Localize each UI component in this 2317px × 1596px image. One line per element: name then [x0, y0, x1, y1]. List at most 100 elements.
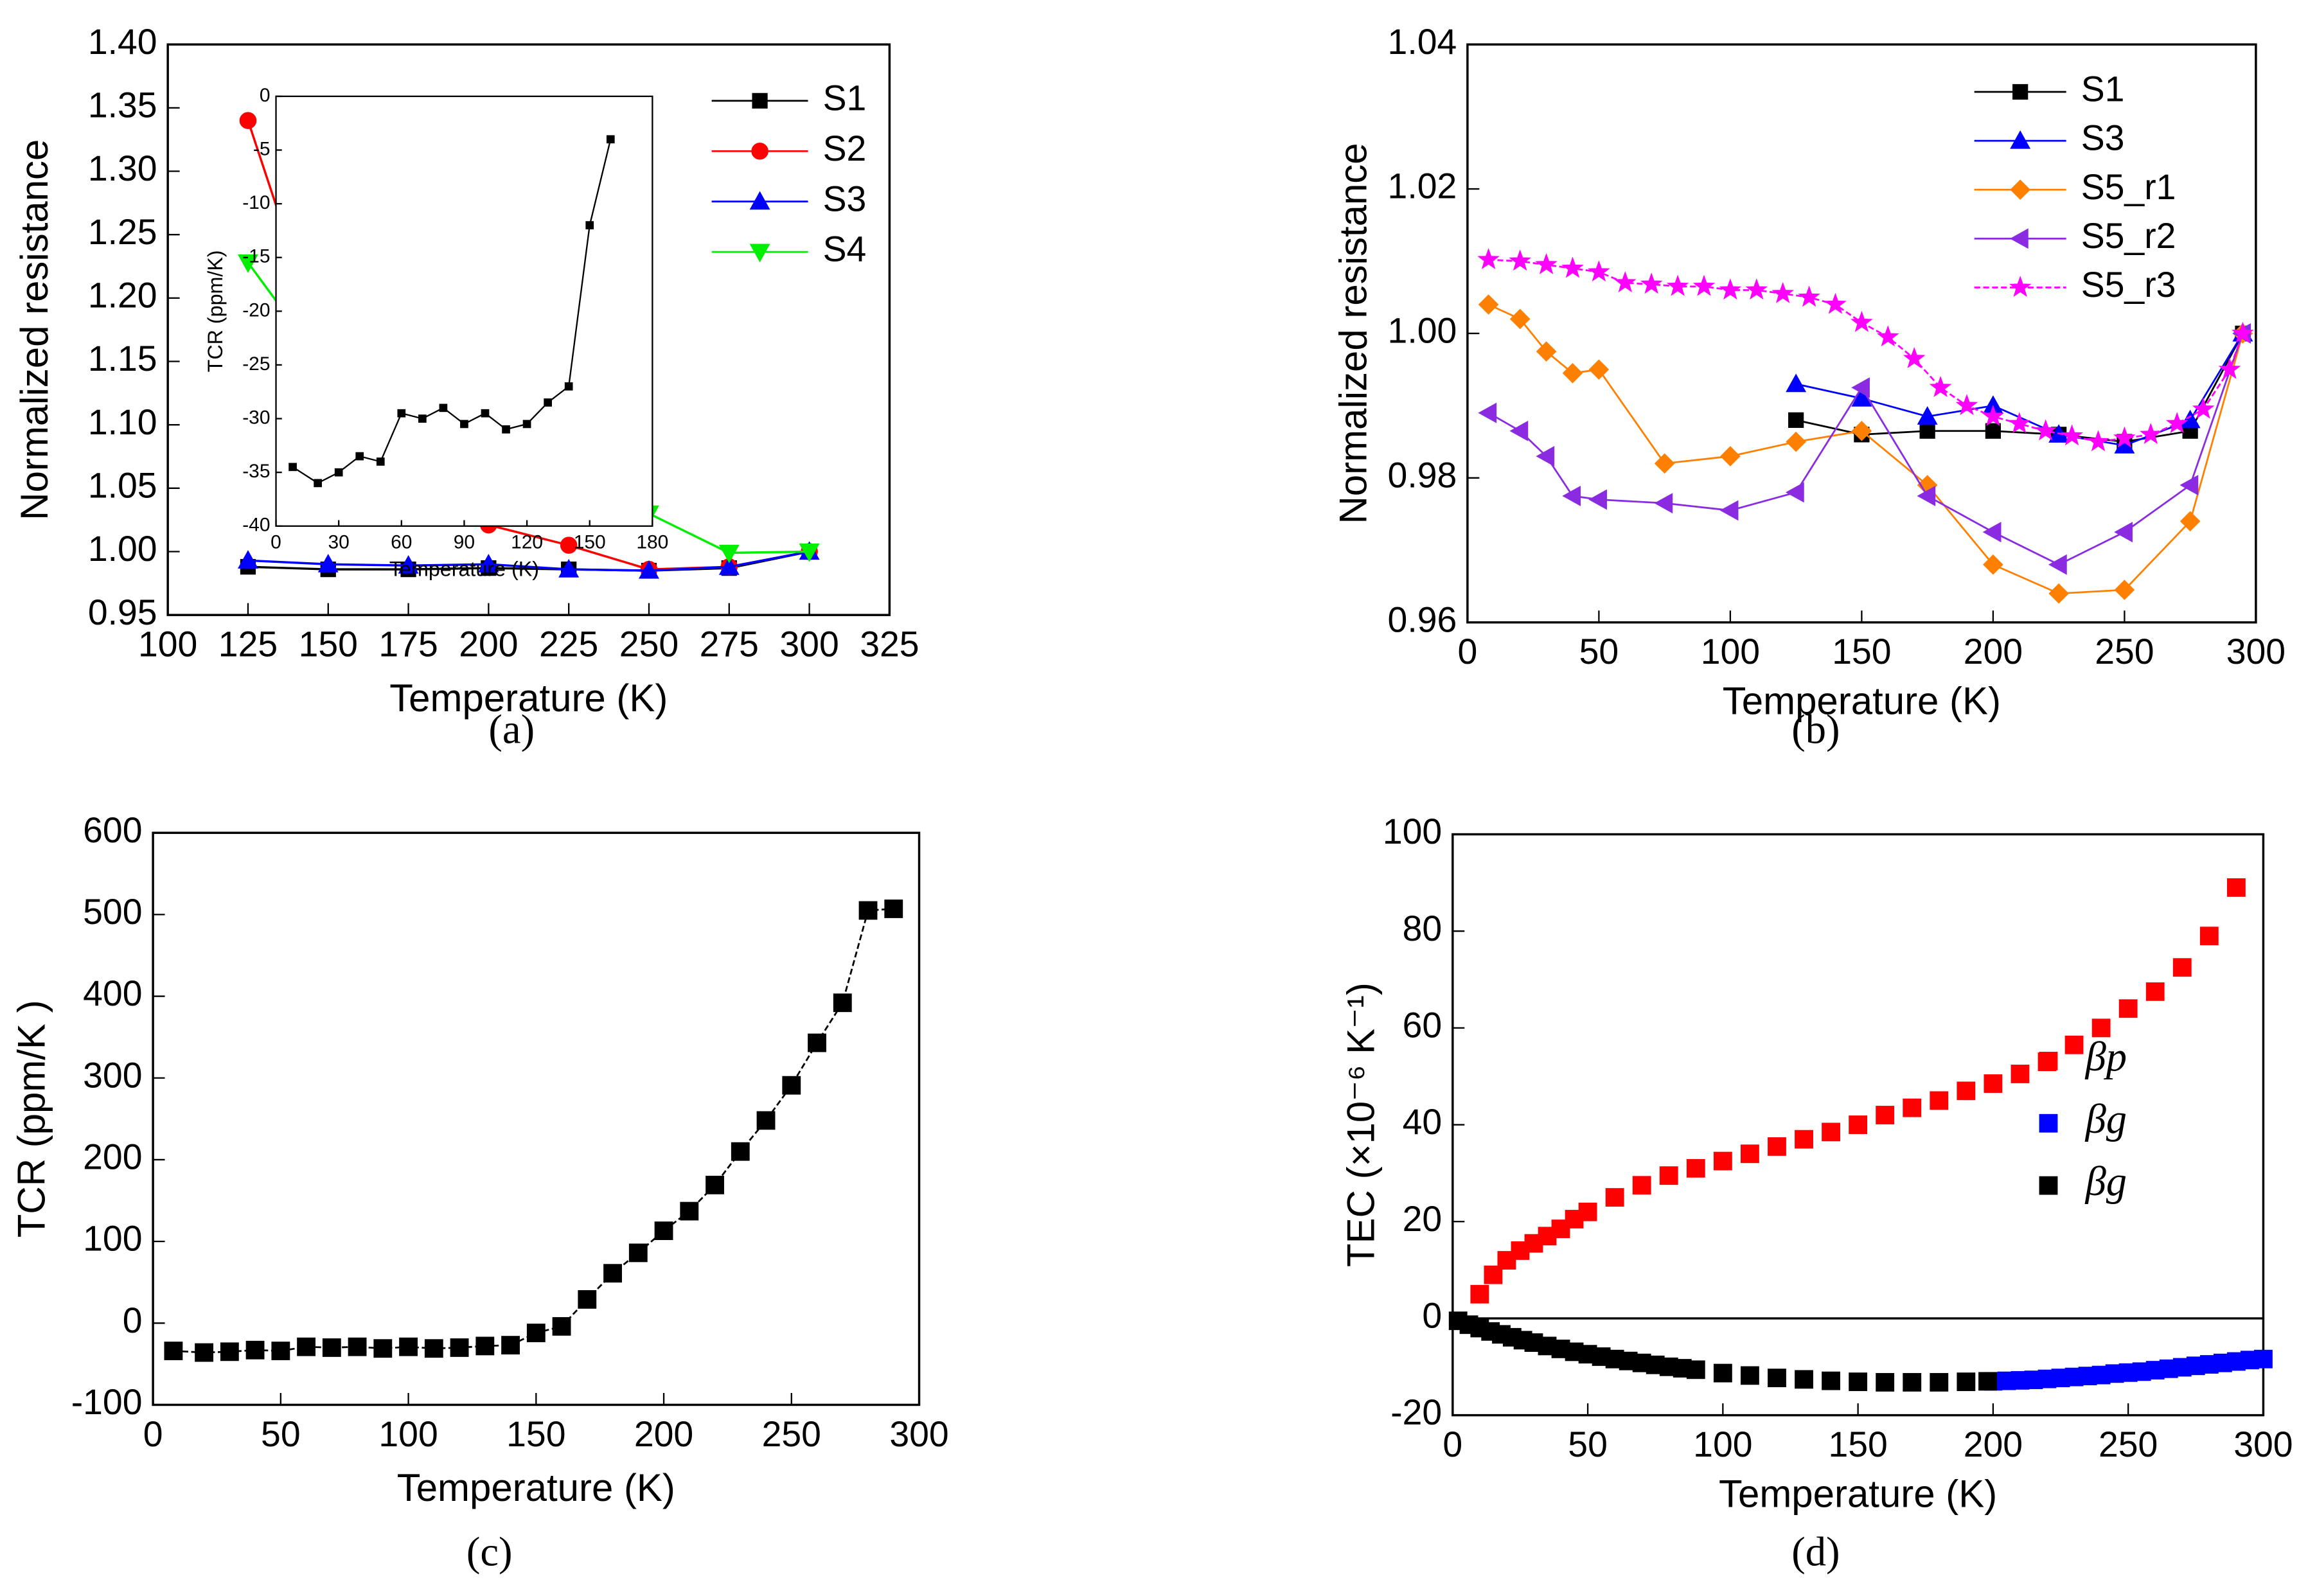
data-point [1536, 446, 1555, 467]
data-point [1605, 1188, 1624, 1207]
data-point [1983, 554, 2003, 575]
y-tick-label: -20 [1390, 1392, 1442, 1432]
data-point [1588, 260, 1610, 282]
x-tick-label: 150 [1828, 1424, 1887, 1464]
data-point [1535, 253, 1558, 274]
y-tick-label: -10 [242, 192, 270, 213]
data-point [1824, 292, 1847, 314]
data-point [558, 558, 580, 578]
x-tick-label: 0 [271, 532, 281, 553]
data-point [1654, 453, 1675, 474]
data-point [1984, 1074, 2003, 1093]
legend-marker [2039, 1113, 2058, 1133]
data-point [2226, 878, 2246, 897]
data-point [1562, 362, 1583, 384]
y-tick-label: 1.30 [88, 148, 157, 188]
x-tick-label: 250 [2095, 632, 2154, 671]
y-tick-label: -35 [242, 461, 270, 482]
data-point [1822, 1371, 1840, 1390]
data-point [1613, 271, 1637, 292]
data-point [2254, 1349, 2273, 1369]
data-point [1786, 431, 1806, 452]
data-point [718, 556, 740, 575]
data-point [334, 468, 343, 477]
legend-label: S5_r1 [2081, 167, 2176, 207]
x-tick-label: 50 [1568, 1424, 1608, 1464]
y-tick-label: 0 [260, 85, 271, 106]
y-tick-label: -25 [242, 353, 270, 375]
data-point [2048, 583, 2069, 604]
data-point [1745, 278, 1768, 300]
data-point [1849, 1115, 1868, 1134]
data-point [1719, 500, 1739, 521]
y-tick-label: 0 [1422, 1296, 1442, 1336]
data-point [1929, 376, 1952, 397]
data-point [639, 560, 659, 579]
data-point [731, 1142, 750, 1161]
y-tick-label: 300 [83, 1055, 142, 1095]
series-line [292, 139, 612, 484]
data-point [1798, 285, 1820, 307]
y-tick-label: 400 [83, 973, 142, 1013]
data-point [1876, 1106, 1895, 1124]
y-tick-label: 100 [83, 1219, 142, 1259]
y-tick-label: 1.40 [88, 22, 157, 62]
data-point [1509, 420, 1529, 441]
x-tick-label: 250 [2099, 1424, 2158, 1464]
data-point [317, 554, 339, 572]
y-tick-label: 1.25 [88, 212, 157, 252]
data-point [1478, 294, 1499, 315]
data-point [1588, 489, 1607, 510]
data-point [1768, 1369, 1786, 1388]
legend-marker [2012, 84, 2028, 100]
x-tick-label: 300 [2233, 1424, 2293, 1464]
y-tick-label: -40 [242, 515, 270, 536]
x-tick-label: 30 [328, 532, 350, 553]
y-axis-label: Normalized resistance [13, 139, 56, 520]
data-point [481, 409, 490, 418]
data-point [1795, 1370, 1813, 1389]
data-point [502, 425, 510, 434]
legend-label: βg [2084, 1095, 2127, 1142]
data-point [1659, 1166, 1678, 1185]
data-point [397, 409, 406, 418]
data-point [799, 543, 820, 562]
y-tick-label: 40 [1403, 1102, 1443, 1142]
data-point [1561, 256, 1584, 278]
data-point [1719, 278, 1742, 300]
legend-marker [751, 142, 768, 160]
data-point [718, 544, 740, 563]
y-tick-label: 100 [1383, 811, 1442, 851]
plot-frame [1466, 43, 2257, 624]
x-tick-label: 300 [2226, 632, 2286, 671]
panel-caption: (c) [466, 1529, 513, 1575]
x-tick-label: 100 [1701, 632, 1760, 671]
data-point [1477, 248, 1500, 269]
data-point [2232, 321, 2254, 343]
data-point [1903, 1372, 1922, 1392]
data-point [1788, 412, 1804, 428]
y-tick-label: -5 [253, 138, 271, 159]
y-axis-label: TCR (ppm/K ) [10, 1000, 53, 1237]
legend-label: S3 [2081, 118, 2125, 158]
data-point [2113, 426, 2136, 448]
y-tick-label: 1.15 [88, 339, 157, 378]
data-point [1849, 1372, 1868, 1392]
data-point [2008, 412, 2031, 434]
y-tick-label: 0.96 [1388, 599, 1457, 639]
y-tick-label: 0 [123, 1300, 143, 1340]
data-point [1478, 402, 1497, 423]
y-tick-label: -100 [71, 1382, 143, 1422]
x-tick-label: 300 [779, 625, 839, 664]
legend-label: S1 [823, 78, 867, 118]
legend-marker [2010, 130, 2031, 149]
y-tick-label: 0.98 [1388, 455, 1457, 495]
data-point [1957, 1081, 1976, 1101]
data-point [1666, 274, 1689, 296]
series-line [247, 550, 810, 572]
x-axis-label: Temperature (K) [1719, 1472, 1997, 1515]
data-point [1740, 1366, 1759, 1385]
data-point [1470, 1284, 1489, 1304]
data-point [478, 554, 499, 572]
